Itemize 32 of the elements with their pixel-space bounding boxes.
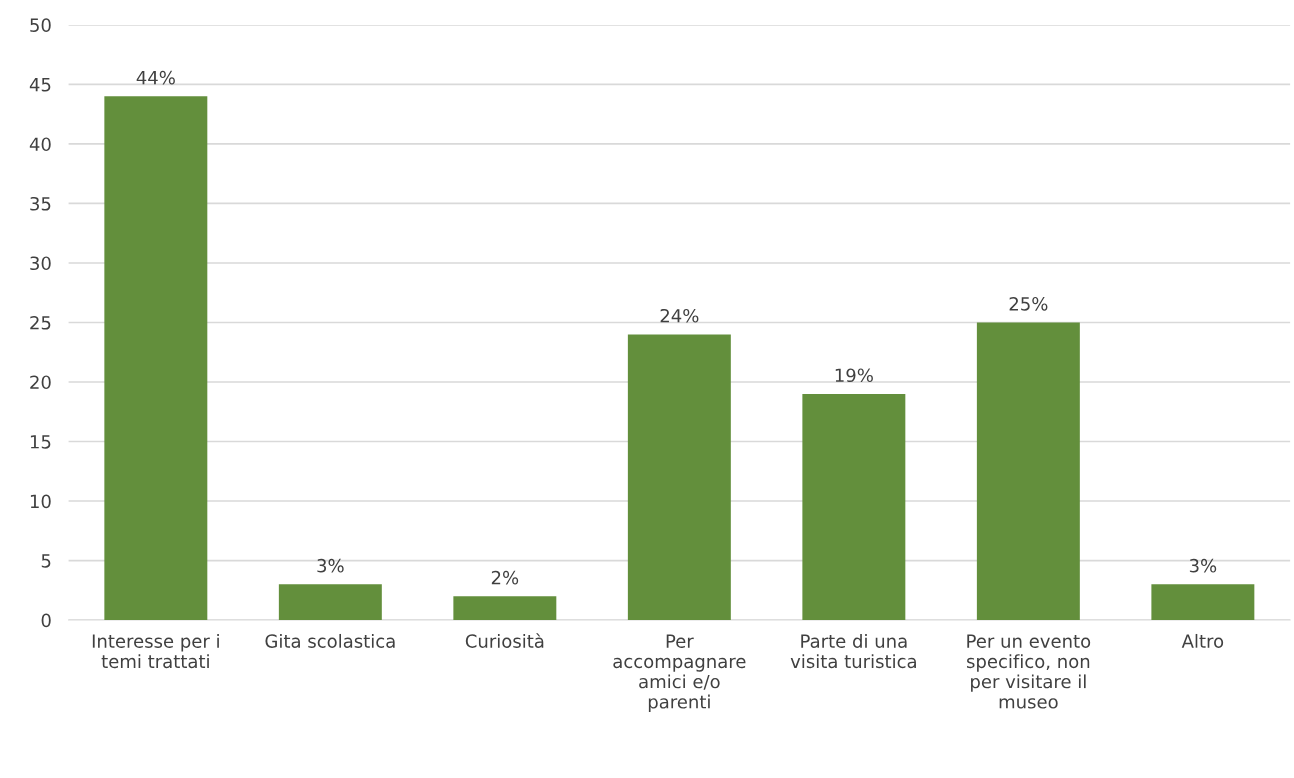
y-tick-label: 5: [41, 554, 51, 568]
x-tick-label: Parte di una visita turistica: [790, 633, 916, 669]
bar: [976, 322, 1080, 621]
y-tick-label: 30: [30, 256, 51, 271]
bar: [627, 334, 731, 621]
y-tick-label: 10: [30, 494, 51, 509]
data-label: 19%: [835, 368, 873, 383]
x-tick-label: Per accompagnare amici e/o parenti: [613, 634, 746, 713]
y-tick-label: 45: [29, 78, 51, 92]
y-tick-label: 20: [30, 375, 51, 390]
y-tick-label: 0: [41, 613, 51, 628]
bar: [278, 584, 382, 621]
y-tick-label: 35: [30, 196, 51, 211]
y-tick-label: 40: [29, 137, 51, 152]
y-tick-label: 50: [30, 18, 51, 33]
y-tick-label: 15: [30, 435, 51, 449]
x-tick-label: Per un evento specifico, non per visitare il museo: [967, 634, 1091, 709]
y-tick-label: 25: [30, 315, 51, 330]
x-tick-label: Curiosità: [465, 633, 544, 648]
data-label: 44%: [136, 70, 175, 85]
data-label: 2%: [491, 570, 519, 585]
data-label: 3%: [317, 558, 344, 573]
x-tick-label: Gita scolastica: [265, 633, 395, 648]
bar: [802, 393, 906, 621]
bar: [1151, 584, 1255, 621]
bar: [453, 596, 557, 621]
x-tick-label: Interesse per i temi trattati: [92, 633, 219, 669]
bar: [104, 96, 208, 621]
data-label: 3%: [1189, 558, 1217, 573]
data-label: 24%: [660, 308, 699, 323]
data-label: 25%: [1009, 296, 1048, 311]
x-tick-label: Altro: [1181, 633, 1224, 648]
